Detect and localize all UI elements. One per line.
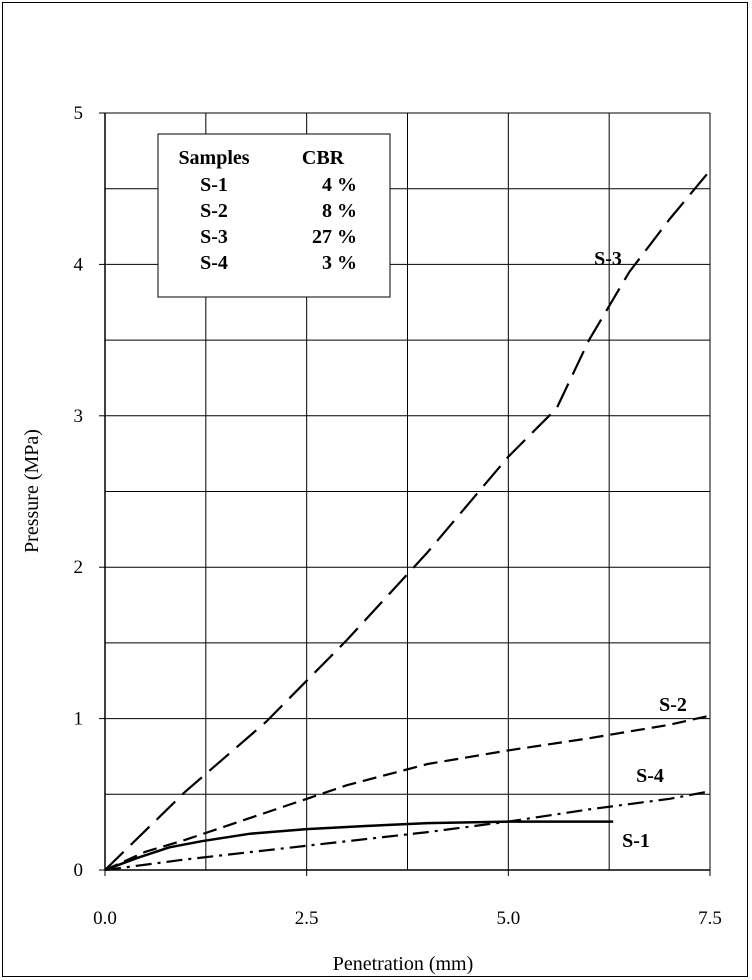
series-line-s-1 [104,820,614,872]
axes [104,113,710,871]
y-axis-title: Pressure (MPa) [21,429,43,553]
series-line-s-2 [104,714,711,872]
legend-sample-label: S-4 [200,252,228,274]
series-label-s-3: S-3 [594,248,622,270]
y-tick-label: 0 [74,860,84,881]
legend-header-samples: Samples [178,147,249,169]
series-line-s-3 [104,169,711,871]
x-axis-title: Penetration (mm) [333,953,474,975]
legend-cbr-value: 8 % [322,200,357,222]
series-labels: S-1 S-2 S-3 S-4 [594,248,687,852]
y-tick-label: 3 [74,406,84,427]
y-tick-label: 5 [74,103,84,124]
legend-header-cbr: CBR [302,147,345,169]
x-tick-label: 0.0 [93,908,117,929]
y-tick-label: 2 [74,557,84,578]
legend-box [157,133,391,298]
legend-table: Samples CBR S-1 4 % S-2 8 % S-3 27 % S-4 3 % [157,133,391,298]
x-tick-label: 2.5 [295,908,319,929]
series-label-s-1: S-1 [622,830,650,852]
legend-sample-label: S-3 [200,226,228,248]
legend-sample-label: S-1 [200,174,228,196]
legend-sample-label: S-2 [200,200,228,222]
x-tick-label: 5.0 [496,908,520,929]
series-label-s-2: S-2 [659,694,687,716]
legend-cbr-value: 3 % [322,252,357,274]
legend-cbr-value: 4 % [322,174,357,196]
y-tick-label: 4 [74,254,84,275]
series-label-s-4: S-4 [636,765,664,787]
y-tick-label: 1 [74,709,84,730]
x-tick-label: 7.5 [698,908,722,929]
ticks: 0 1 2 3 4 5 0.0 2.5 5.0 7.5 [74,103,722,929]
series-line-s-4 [104,790,711,872]
series-lines [104,169,711,872]
legend-cbr-value: 27 % [312,226,357,248]
